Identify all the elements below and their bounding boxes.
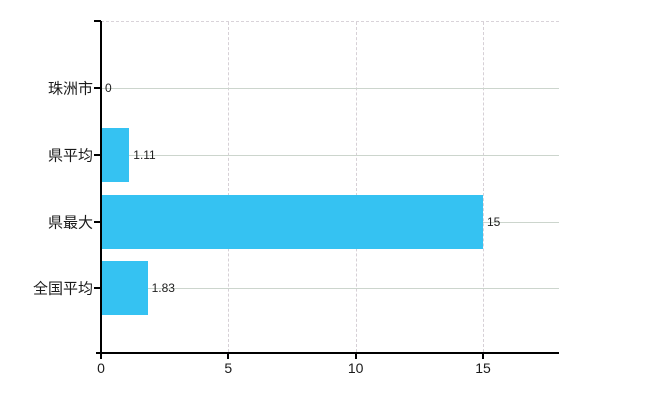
x-axis-tick	[354, 352, 357, 359]
x-axis-tick	[100, 352, 102, 359]
value-label: 0	[105, 81, 112, 95]
horizontal-gridline	[101, 88, 559, 89]
horizontal-gridline	[101, 155, 559, 156]
y-axis-tick	[94, 154, 101, 156]
vertical-gridline	[228, 22, 230, 352]
value-label: 1.11	[133, 148, 156, 162]
vertical-gridline	[355, 22, 357, 352]
category-label: 県平均	[47, 147, 93, 165]
x-axis-tick-label: 0	[97, 360, 105, 376]
category-label: 全国平均	[32, 280, 93, 298]
y-axis-tick	[94, 287, 101, 289]
category-label: 県最大	[47, 214, 93, 231]
bar[interactable]	[101, 128, 130, 182]
vertical-gridline	[483, 22, 484, 352]
y-axis-top-tick	[94, 20, 101, 22]
x-axis-tick-label: 10	[347, 360, 364, 376]
x-axis-tick	[227, 352, 230, 359]
x-axis-tick	[482, 352, 484, 359]
category-label: 珠洲市	[47, 80, 93, 98]
y-axis-tick	[94, 87, 101, 89]
value-label: 15	[487, 214, 501, 229]
plot-top-border	[101, 21, 559, 22]
bar[interactable]	[101, 194, 483, 249]
bar[interactable]	[101, 261, 148, 315]
y-axis-tick	[94, 220, 101, 223]
y-axis-line	[100, 21, 102, 352]
x-axis-tick-label: 5	[224, 360, 233, 376]
x-axis-tick-label: 15	[475, 360, 491, 376]
value-label: 1.83	[151, 281, 175, 295]
x-axis-line	[96, 352, 559, 354]
horizontal-gridline	[101, 288, 559, 289]
